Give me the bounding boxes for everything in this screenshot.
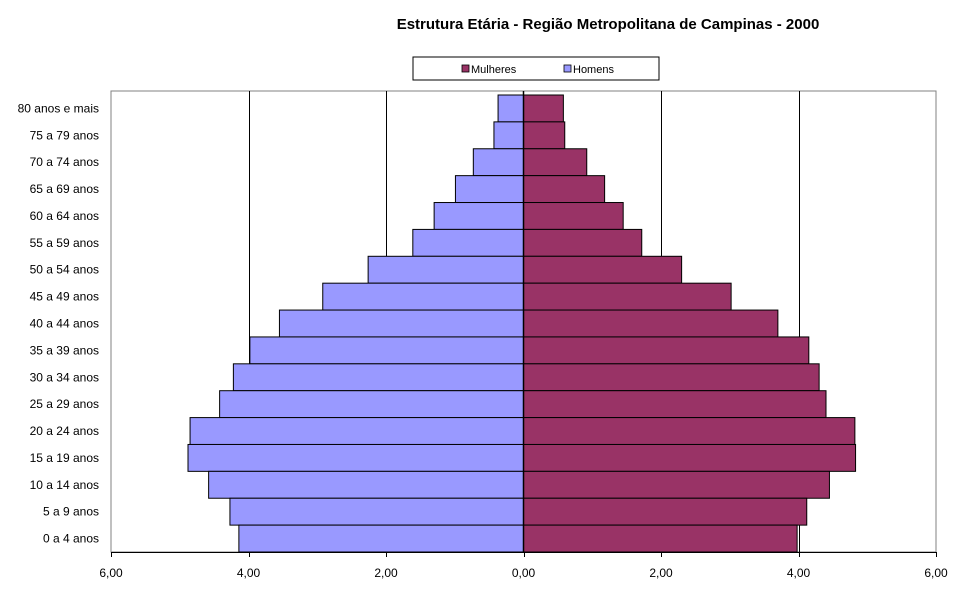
- bar-homens: [278, 309, 524, 338]
- category-label: 35 a 39 anos: [30, 343, 99, 357]
- x-tick-label: 4,00: [237, 566, 261, 580]
- legend-label-mulheres: Mulheres: [471, 64, 517, 76]
- category-label: 0 a 4 anos: [43, 532, 99, 546]
- bar-homens: [497, 94, 524, 123]
- x-axis: 6,00 4,00 2,00 0,00 2,00 4,00 6,00: [99, 552, 948, 580]
- category-labels: 80 anos e mais 75 a 79 anos 70 a 74 anos 65…: [18, 101, 99, 545]
- bar-mulheres: [523, 443, 857, 472]
- x-tick-label: 0,00: [512, 566, 536, 580]
- category-label: 40 a 44 anos: [30, 317, 99, 331]
- bar-mulheres: [523, 524, 798, 553]
- x-tick-label: 2,00: [649, 566, 673, 580]
- bar-homens: [367, 255, 524, 284]
- bar-homens: [238, 524, 524, 553]
- bar-homens: [322, 282, 524, 311]
- category-label: 55 a 59 anos: [30, 236, 99, 250]
- bar-homens: [412, 228, 524, 257]
- bar-homens: [208, 470, 524, 499]
- bars: [187, 91, 857, 553]
- x-tick-label: 2,00: [374, 566, 398, 580]
- legend: Mulheres Homens: [412, 56, 660, 81]
- category-label: 65 a 69 anos: [30, 182, 99, 196]
- category-label: 10 a 14 anos: [30, 478, 99, 492]
- category-label: 50 a 54 anos: [30, 263, 99, 277]
- legend-box: [412, 56, 660, 81]
- bar-homens: [472, 148, 524, 177]
- bar-homens: [433, 202, 524, 230]
- bar-mulheres: [523, 255, 683, 284]
- legend-swatch-homens: [563, 64, 572, 73]
- bar-homens: [232, 363, 524, 392]
- category-label: 75 a 79 anos: [30, 128, 99, 142]
- bar-mulheres: [523, 202, 624, 230]
- bar-homens: [187, 443, 524, 472]
- category-label: 15 a 19 anos: [30, 451, 99, 465]
- category-label: 20 a 24 anos: [30, 424, 99, 438]
- bar-mulheres: [523, 336, 810, 365]
- bar-mulheres: [523, 282, 732, 311]
- category-label: 80 anos e mais: [18, 101, 99, 115]
- bar-mulheres: [523, 175, 606, 204]
- bar-mulheres: [523, 390, 827, 419]
- bar-mulheres: [523, 148, 588, 177]
- bar-homens: [219, 390, 524, 419]
- bar-homens: [189, 417, 524, 445]
- x-tick-label: 6,00: [924, 566, 948, 580]
- bar-mulheres: [523, 363, 820, 392]
- bar-mulheres: [523, 417, 856, 445]
- category-label: 5 a 9 anos: [43, 505, 99, 519]
- category-label: 25 a 29 anos: [30, 397, 99, 411]
- bar-mulheres: [523, 94, 564, 123]
- bar-homens: [249, 336, 524, 365]
- bar-homens: [493, 121, 524, 150]
- x-tick-label: 6,00: [99, 566, 123, 580]
- category-label: 60 a 64 anos: [30, 209, 99, 223]
- bar-mulheres: [523, 470, 830, 499]
- category-label: 45 a 49 anos: [30, 290, 99, 304]
- bar-mulheres: [523, 228, 643, 257]
- bar-mulheres: [523, 121, 566, 150]
- category-label: 70 a 74 anos: [30, 155, 99, 169]
- bar-mulheres: [523, 497, 808, 526]
- bar-homens: [229, 497, 524, 526]
- legend-swatch-mulheres: [461, 64, 470, 73]
- bar-homens: [454, 175, 524, 204]
- x-tick-label: 4,00: [787, 566, 811, 580]
- category-label: 30 a 34 anos: [30, 370, 99, 384]
- legend-label-homens: Homens: [573, 64, 614, 76]
- chart-title: Estrutura Etária - Região Metropolitana …: [397, 16, 820, 33]
- bar-mulheres: [523, 309, 779, 338]
